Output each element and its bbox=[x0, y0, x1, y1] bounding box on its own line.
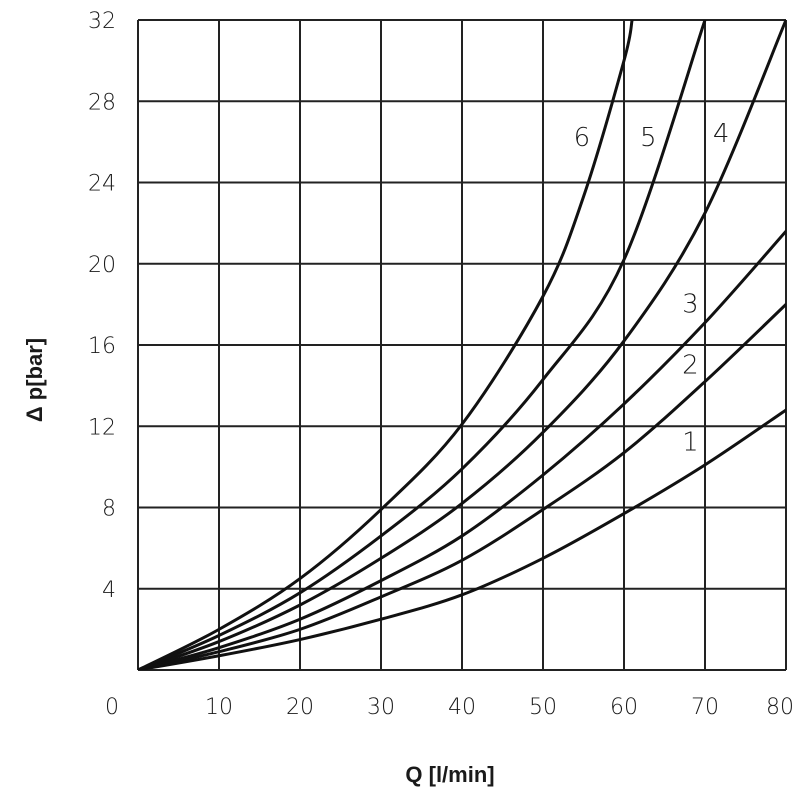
curve-label-5: 5 bbox=[640, 123, 657, 153]
y-axis-title: Δ p[bar] bbox=[22, 338, 47, 422]
x-tick-label: 0 bbox=[105, 695, 119, 720]
y-tick-label: 8 bbox=[102, 497, 116, 522]
y-tick-label: 24 bbox=[88, 172, 116, 197]
x-axis-title: Q [l/min] bbox=[405, 762, 494, 787]
x-tick-label: 30 bbox=[367, 695, 395, 720]
series-line-3 bbox=[138, 229, 786, 670]
x-tick-label: 10 bbox=[205, 695, 233, 720]
curve-label-1: 1 bbox=[682, 428, 699, 458]
x-tick-label: 70 bbox=[691, 695, 719, 720]
series-line-6 bbox=[138, 20, 634, 670]
x-tick-label: 20 bbox=[286, 695, 314, 720]
series-line-1 bbox=[138, 408, 786, 670]
series-line-2 bbox=[138, 302, 786, 670]
curve-label-4: 4 bbox=[713, 119, 730, 149]
y-tick-label: 16 bbox=[88, 334, 116, 359]
curve-label-3: 3 bbox=[682, 290, 699, 320]
x-tick-label: 80 bbox=[766, 695, 794, 720]
x-tick-label: 60 bbox=[610, 695, 638, 720]
y-tick-label: 32 bbox=[88, 9, 116, 34]
y-tick-label: 4 bbox=[102, 578, 116, 603]
series-line-5 bbox=[138, 20, 707, 670]
series-line-4 bbox=[138, 20, 786, 670]
curve-labels: 1 2 3 4 5 6 bbox=[574, 119, 730, 458]
y-tick-label: 12 bbox=[88, 415, 116, 440]
y-tick-label: 28 bbox=[88, 90, 116, 115]
x-tick-label: 40 bbox=[448, 695, 476, 720]
grid bbox=[137, 19, 787, 671]
curve-label-6: 6 bbox=[574, 123, 591, 153]
curve-label-2: 2 bbox=[682, 350, 699, 380]
x-tick-label: 50 bbox=[529, 695, 557, 720]
y-tick-label: 20 bbox=[88, 253, 116, 278]
curves bbox=[138, 20, 786, 670]
